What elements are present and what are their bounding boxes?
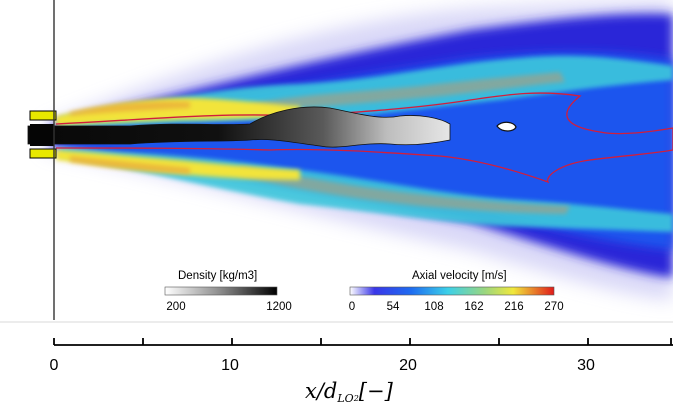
- injector-post: [30, 124, 54, 146]
- streak-upper: [250, 72, 565, 112]
- density-tick-min: 200: [166, 301, 186, 313]
- velocity-colorbar-title: Axial velocity [m/s]: [412, 270, 507, 282]
- shear-layer-lower: [56, 150, 300, 180]
- shear-layer-lower-orange: [70, 156, 190, 174]
- x-axis-label-subscript-2: 2: [353, 394, 359, 403]
- x-axis-tick-label-20: 20: [399, 357, 417, 374]
- x-axis-tick-label-10: 10: [221, 357, 239, 374]
- velocity-colorbar-gradient: [349, 286, 555, 296]
- x-axis-label-main: x/d: [305, 379, 338, 403]
- density-colorbar-title: Density [kg/m3]: [178, 270, 258, 282]
- velocity-tick-2: 108: [424, 301, 444, 313]
- x-axis-tick-label-30: 30: [577, 357, 595, 374]
- density-tick-max: 1200: [266, 301, 292, 313]
- density-colorbar-gradient: [164, 286, 278, 296]
- velocity-tick-3: 162: [464, 301, 484, 313]
- velocity-tick-4: 216: [504, 301, 524, 313]
- streak-lower: [240, 166, 570, 214]
- velocity-tick-0: 0: [348, 301, 356, 313]
- injector-lip-bottom: [29, 148, 57, 159]
- lox-blob: [496, 121, 517, 132]
- velocity-tick-5: 270: [544, 301, 564, 313]
- injector-lip-top: [29, 110, 57, 121]
- velocity-tick-1: 54: [386, 301, 400, 313]
- x-axis-label-unit: [−]: [358, 379, 393, 403]
- lox-core: [27, 106, 451, 148]
- x-axis-label-subscript: LO: [337, 392, 354, 405]
- x-axis-tick-label-0: 0: [49, 357, 59, 374]
- x-axis-label: x/dLO2[−]: [305, 379, 393, 405]
- shear-layer-upper-orange: [70, 101, 190, 116]
